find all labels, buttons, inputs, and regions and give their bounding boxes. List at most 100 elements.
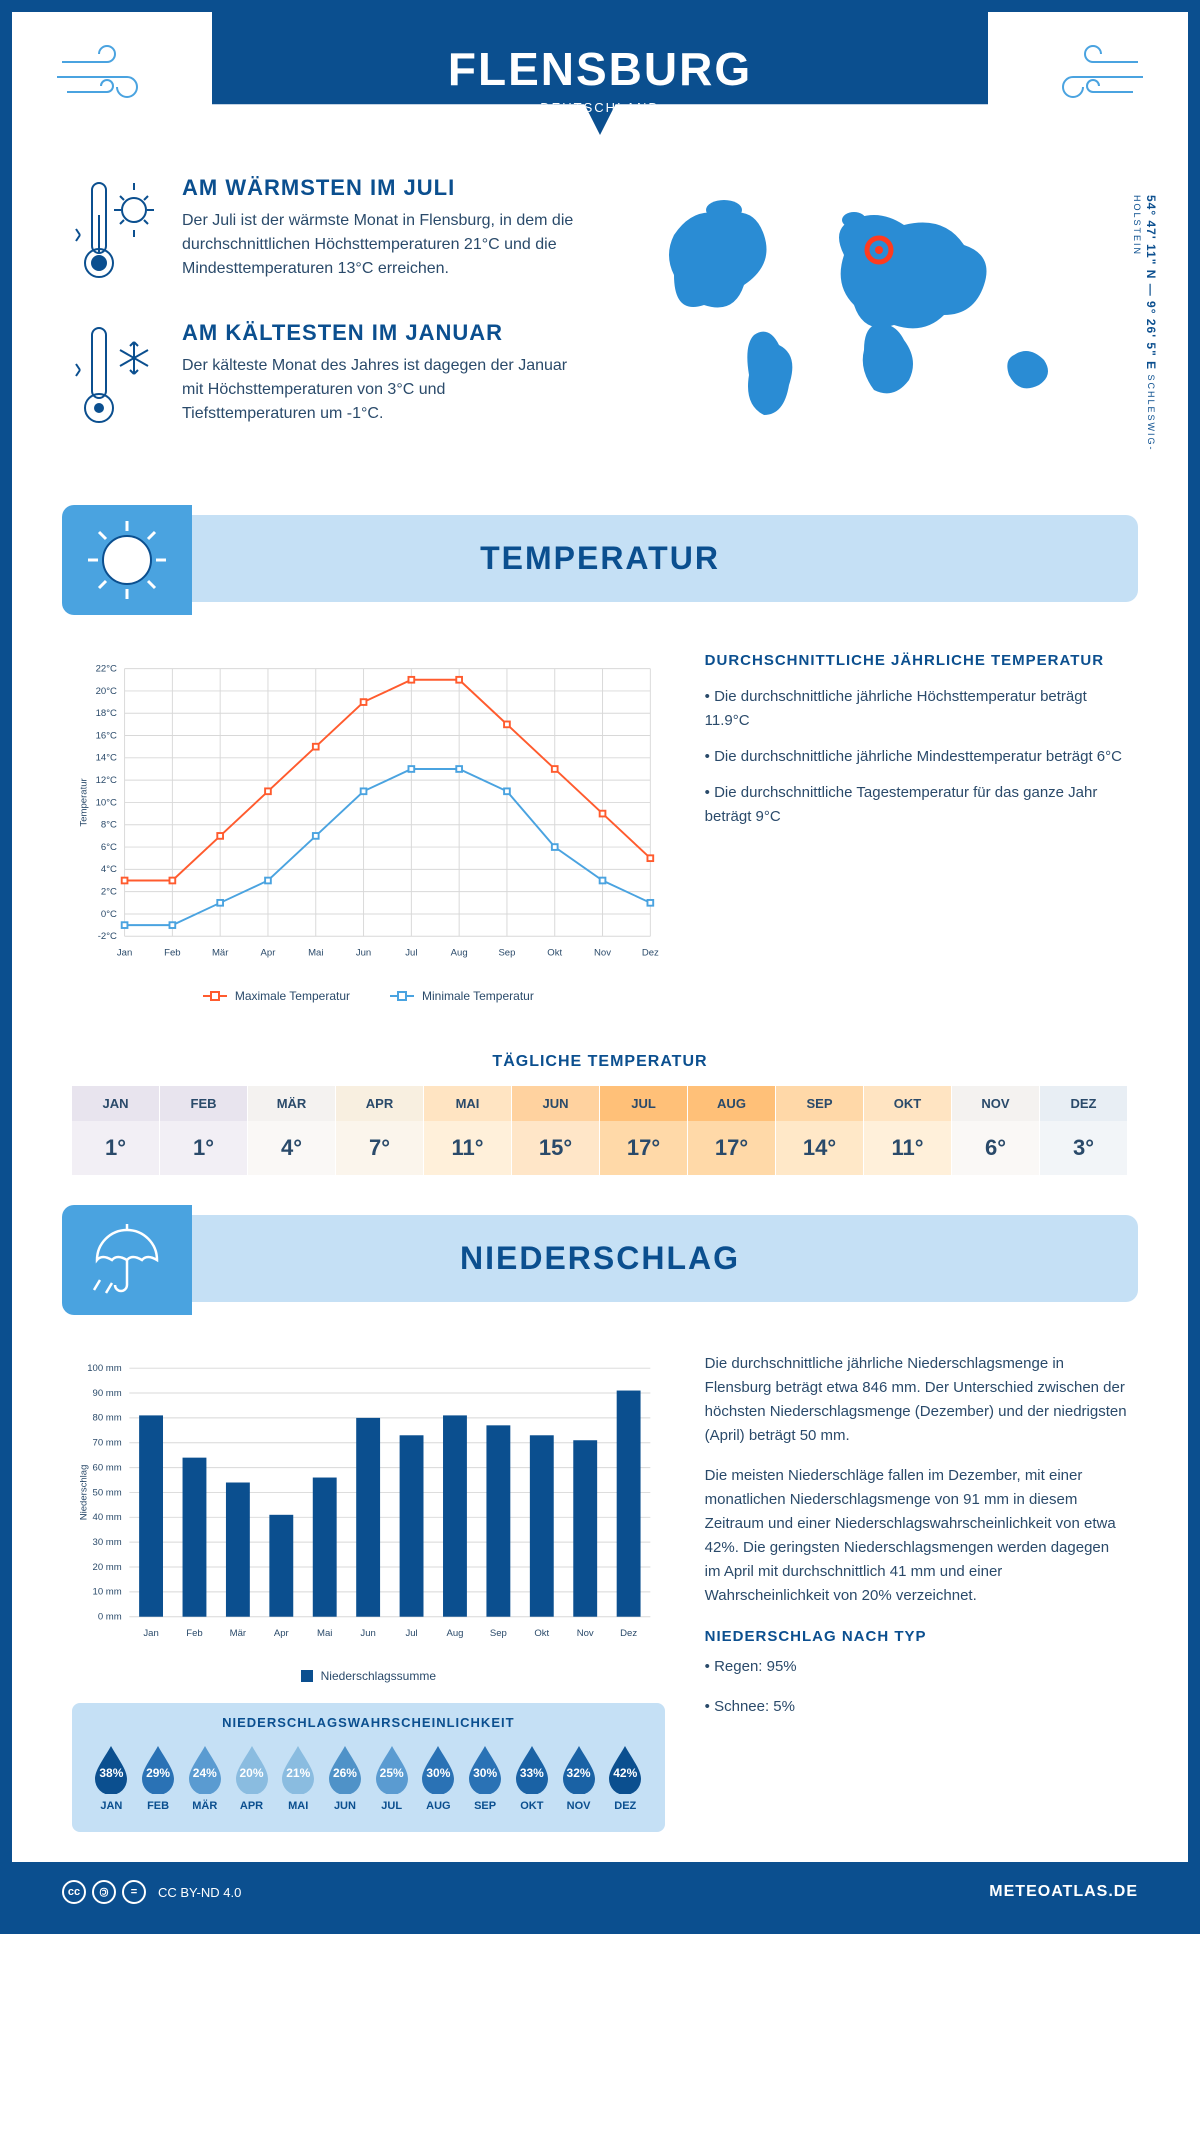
fact-title: AM KÄLTESTEN IM JANUAR	[182, 320, 580, 346]
subheading: NIEDERSCHLAG NACH TYP	[705, 1628, 1128, 1645]
drop-month: JUL	[368, 1800, 415, 1812]
svg-text:0°C: 0°C	[101, 909, 117, 920]
daily-value: 11°	[864, 1121, 951, 1175]
drop-month: SEP	[462, 1800, 509, 1812]
probability-row: 38% JAN 29% FEB 24% MÄR 20% APR	[88, 1744, 649, 1812]
thermometer-sun-icon	[72, 175, 162, 290]
svg-text:40 mm: 40 mm	[93, 1512, 122, 1523]
daily-cell: DEZ 3°	[1040, 1086, 1128, 1175]
drop-value: 20%	[240, 1766, 264, 1780]
svg-text:Mai: Mai	[317, 1628, 332, 1639]
daily-month: OKT	[864, 1086, 951, 1121]
daily-value: 14°	[776, 1121, 863, 1175]
svg-text:Okt: Okt	[547, 947, 562, 958]
coords-text: 54° 47' 11" N — 9° 26' 5" E	[1144, 195, 1158, 370]
svg-text:Nov: Nov	[577, 1628, 594, 1639]
svg-text:10 mm: 10 mm	[93, 1587, 122, 1598]
daily-cell: APR 7°	[336, 1086, 424, 1175]
drop-icon: 30%	[465, 1744, 505, 1794]
drop-month: DEZ	[602, 1800, 649, 1812]
drop-icon: 26%	[325, 1744, 365, 1794]
probability-drop: 29% FEB	[135, 1744, 182, 1812]
facts-column: AM WÄRMSTEN IM JULI Der Juli ist der wär…	[72, 175, 580, 465]
daily-cell: MAI 11°	[424, 1086, 512, 1175]
daily-value: 6°	[952, 1121, 1039, 1175]
intro-section: AM WÄRMSTEN IM JULI Der Juli ist der wär…	[12, 135, 1188, 495]
probability-drop: 26% JUN	[322, 1744, 369, 1812]
drop-month: APR	[228, 1800, 275, 1812]
drop-month: MAI	[275, 1800, 322, 1812]
svg-text:Mär: Mär	[230, 1628, 247, 1639]
bullet: • Die durchschnittliche jährliche Höchst…	[705, 685, 1128, 733]
probability-drop: 32% NOV	[555, 1744, 602, 1812]
drop-icon: 29%	[138, 1744, 178, 1794]
probability-drop: 33% OKT	[508, 1744, 555, 1812]
world-map-icon	[620, 175, 1128, 435]
daily-month: APR	[336, 1086, 423, 1121]
precipitation-chart: 0 mm10 mm20 mm30 mm40 mm50 mm60 mm70 mm8…	[72, 1352, 665, 1652]
drop-value: 30%	[473, 1766, 497, 1780]
probability-title: NIEDERSCHLAGSWAHRSCHEINLICHKEIT	[88, 1715, 649, 1730]
svg-text:0 mm: 0 mm	[98, 1612, 122, 1623]
drop-icon: 32%	[559, 1744, 599, 1794]
header-wrap: FLENSBURG DEUTSCHLAND	[12, 12, 1188, 135]
daily-month: JAN	[72, 1086, 159, 1121]
page-title: FLENSBURG	[232, 42, 968, 96]
drop-month: JAN	[88, 1800, 135, 1812]
daily-cell: JAN 1°	[72, 1086, 160, 1175]
legend-bar: Niederschlagssumme	[301, 1669, 436, 1683]
wind-icon	[1038, 42, 1148, 117]
drop-icon: 33%	[512, 1744, 552, 1794]
footer-license: cc 🄯 = CC BY-ND 4.0	[62, 1880, 241, 1904]
svg-text:Apr: Apr	[274, 1628, 290, 1639]
svg-text:Jun: Jun	[360, 1628, 375, 1639]
by-icon: 🄯	[92, 1880, 116, 1904]
fact-text: Der kälteste Monat des Jahres ist dagege…	[182, 354, 580, 426]
svg-text:14°C: 14°C	[96, 753, 117, 764]
svg-text:Feb: Feb	[186, 1628, 202, 1639]
drop-month: JUN	[322, 1800, 369, 1812]
wind-icon	[52, 42, 162, 117]
daily-month: NOV	[952, 1086, 1039, 1121]
daily-cell: SEP 14°	[776, 1086, 864, 1175]
temperature-banner: TEMPERATUR	[62, 515, 1138, 602]
chart-legend: Maximale Temperatur Minimale Temperatur	[72, 989, 665, 1003]
svg-text:Sep: Sep	[498, 947, 515, 958]
svg-text:Aug: Aug	[446, 1628, 463, 1639]
paragraph: Die durchschnittliche jährliche Niedersc…	[705, 1352, 1128, 1448]
sun-icon	[62, 505, 192, 615]
drop-value: 42%	[613, 1766, 637, 1780]
svg-text:Jan: Jan	[117, 947, 132, 958]
legend-max: Maximale Temperatur	[203, 989, 350, 1003]
daily-value: 17°	[688, 1121, 775, 1175]
probability-drop: 42% DEZ	[602, 1744, 649, 1812]
daily-value: 1°	[72, 1121, 159, 1175]
daily-cell: OKT 11°	[864, 1086, 952, 1175]
fact-warmest: AM WÄRMSTEN IM JULI Der Juli ist der wär…	[72, 175, 580, 290]
daily-month: JUN	[512, 1086, 599, 1121]
drop-value: 21%	[286, 1766, 310, 1780]
cc-icon: cc	[62, 1880, 86, 1904]
infographic-page: FLENSBURG DEUTSCHLAND AM WÄRMSTEN IM JUL…	[0, 0, 1200, 1934]
daily-value: 15°	[512, 1121, 599, 1175]
bullet: • Schnee: 5%	[705, 1695, 1128, 1719]
probability-drop: 21% MAI	[275, 1744, 322, 1812]
svg-text:Temperatur: Temperatur	[78, 777, 89, 826]
daily-value: 11°	[424, 1121, 511, 1175]
probability-drop: 30% AUG	[415, 1744, 462, 1812]
daily-cell: MÄR 4°	[248, 1086, 336, 1175]
fact-body: AM KÄLTESTEN IM JANUAR Der kälteste Mona…	[182, 320, 580, 435]
drop-value: 30%	[426, 1766, 450, 1780]
svg-text:12°C: 12°C	[96, 775, 117, 786]
precipitation-banner: NIEDERSCHLAG	[62, 1215, 1138, 1302]
svg-text:50 mm: 50 mm	[93, 1487, 122, 1498]
section-title: TEMPERATUR	[82, 540, 1118, 577]
probability-drop: 20% APR	[228, 1744, 275, 1812]
svg-text:Dez: Dez	[642, 947, 659, 958]
svg-text:Niederschlag: Niederschlag	[78, 1465, 89, 1521]
section-title: NIEDERSCHLAG	[82, 1240, 1118, 1277]
svg-text:10°C: 10°C	[96, 797, 117, 808]
drop-value: 29%	[146, 1766, 170, 1780]
svg-text:Apr: Apr	[261, 947, 277, 958]
daily-cell: NOV 6°	[952, 1086, 1040, 1175]
